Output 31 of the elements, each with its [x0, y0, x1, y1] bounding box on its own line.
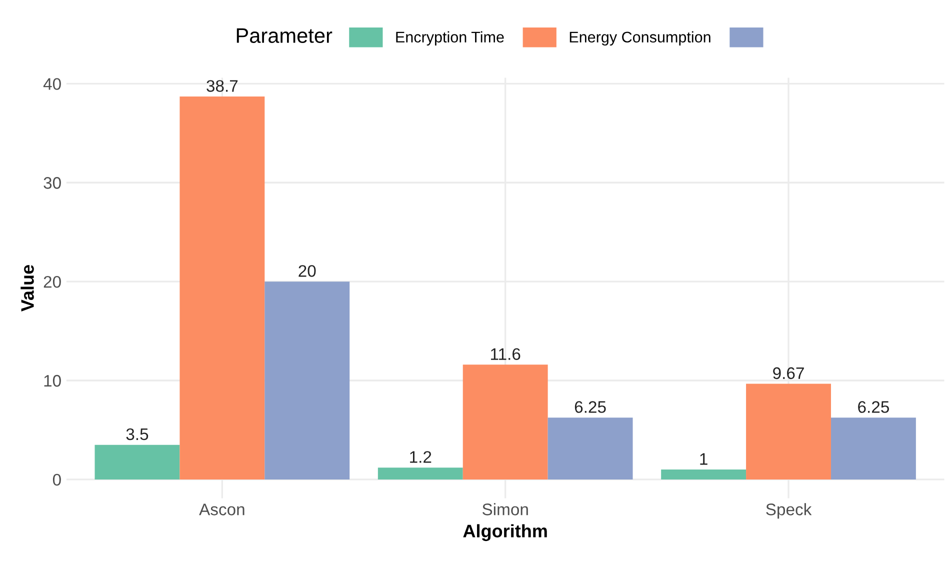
bar: [830, 418, 916, 480]
data-label: 6.25: [574, 401, 606, 413]
data-label: 20: [298, 265, 316, 277]
bar: [462, 364, 548, 480]
data-label: 9.67: [773, 367, 804, 380]
data-label: 38.7: [206, 80, 238, 92]
bar: [661, 470, 746, 480]
bar: [264, 282, 350, 480]
legend-label: Energy Consumption: [570, 31, 710, 46]
y-tick-label: 0: [52, 474, 61, 486]
bar: [378, 468, 463, 480]
y-tick-label: 40: [43, 78, 61, 90]
data-label: 6.25: [858, 401, 889, 413]
bar: [180, 96, 265, 480]
y-tick-label: 20: [44, 276, 61, 288]
y-tick-label: 10: [44, 374, 61, 387]
x-tick-label: Speck: [766, 503, 812, 519]
legend-label: Encryption Time: [396, 31, 504, 46]
data-label: 1.2: [410, 451, 432, 463]
data-label: 11.6: [491, 348, 520, 360]
x-tick-label: Simon: [482, 503, 528, 516]
x-axis-title: Algorithm: [463, 524, 547, 542]
bar: [746, 384, 831, 480]
legend-title: Parameter: [236, 28, 332, 43]
bar: [94, 444, 180, 480]
data-label: 3.5: [126, 428, 148, 440]
x-tick-label: Ascon: [199, 504, 244, 516]
y-tick-label: 30: [44, 177, 61, 189]
y-axis-title: Value: [20, 265, 34, 312]
data-label: 1: [700, 453, 708, 465]
bar: [548, 418, 633, 480]
